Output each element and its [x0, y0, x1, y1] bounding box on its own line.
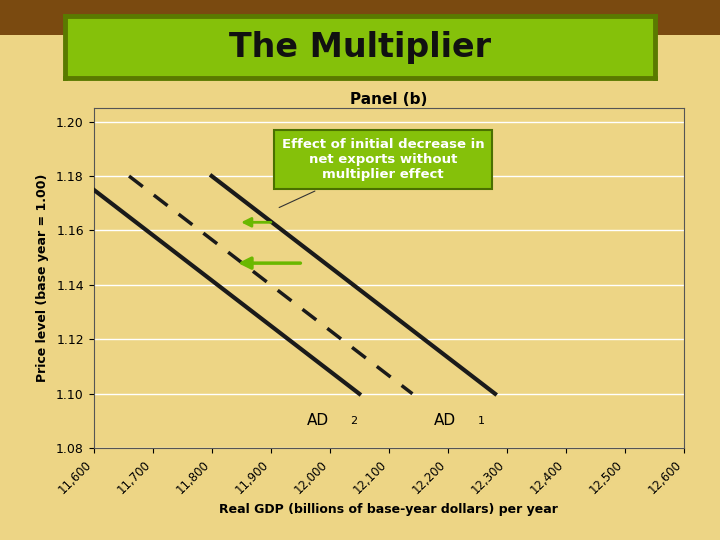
Text: 2: 2 — [351, 416, 358, 426]
Y-axis label: Price level (base year = 1.00): Price level (base year = 1.00) — [36, 174, 49, 382]
Text: 1: 1 — [477, 416, 485, 426]
X-axis label: Real GDP (billions of base-year dollars) per year: Real GDP (billions of base-year dollars)… — [220, 503, 558, 516]
Text: The Multiplier: The Multiplier — [229, 31, 491, 64]
Text: Panel (b): Panel (b) — [350, 92, 428, 107]
Text: Effect of initial decrease in
net exports without
multiplier effect: Effect of initial decrease in net export… — [279, 138, 485, 207]
Text: AD: AD — [307, 413, 329, 428]
Text: AD: AD — [434, 413, 456, 428]
